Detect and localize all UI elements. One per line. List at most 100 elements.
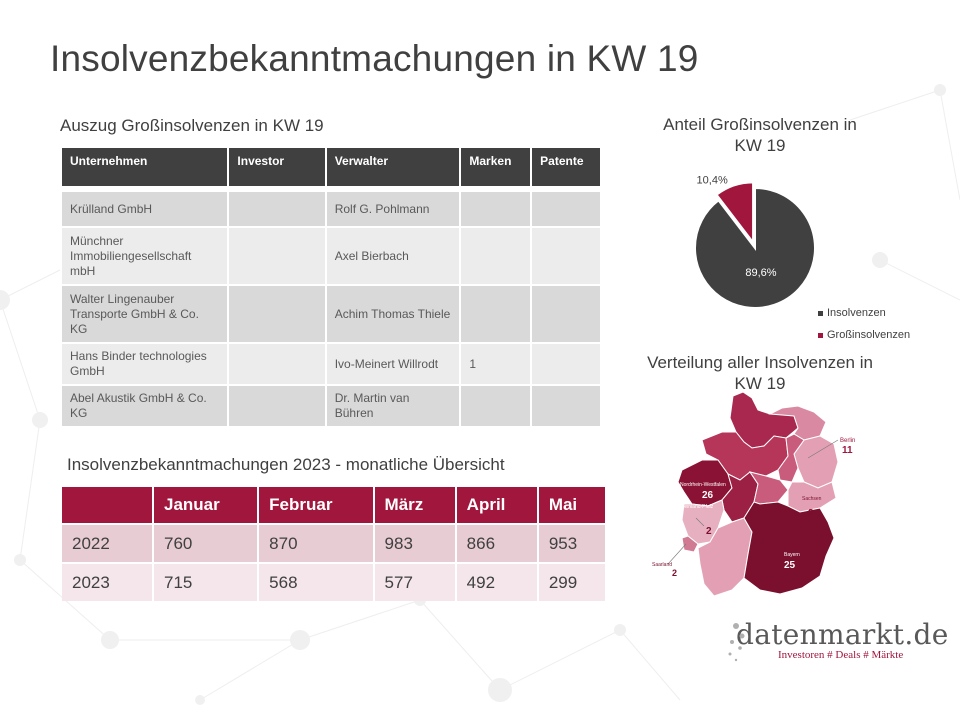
companies-table-title: Auszug Großinsolvenzen in KW 19: [60, 116, 324, 135]
cell-value: 568: [258, 562, 375, 601]
logo-tagline: Investoren # Deals # Märkte: [778, 649, 904, 661]
monthly-header-row: Januar Februar März April Mai: [62, 487, 608, 524]
map-label-saarland-value: 2: [672, 568, 677, 578]
legend-label-grossinsolvenzen: Großinsolvenzen: [827, 329, 911, 341]
cell-administrator: Axel Bierbach: [326, 228, 460, 286]
pie-chart-title: Anteil Großinsolvenzen in KW 19: [663, 115, 857, 155]
header-mai: Mai: [537, 487, 608, 524]
cell-administrator: Ivo-Meinert Willrodt: [326, 344, 460, 386]
germany-map: Berlin 11 Nordrhein-Westfalen 26 Sachsen…: [652, 391, 855, 597]
page-title: Insolvenzbekanntmachungen in KW 19: [50, 38, 699, 79]
header-verwalter: Verwalter: [326, 148, 460, 186]
rlp-leader-line: [695, 517, 705, 527]
region-sachsen: [787, 481, 837, 513]
pie-slice-großinsolvenzen: [715, 181, 755, 246]
table-row: Münchner Immobiliengesellschaft mbH Axel…: [62, 228, 600, 286]
cell-company: Krülland GmbH: [62, 192, 228, 228]
cell-company: Abel Akustik GmbH & Co. KG: [62, 386, 228, 428]
cell-patents: [532, 386, 600, 428]
cell-patents: [532, 192, 600, 228]
map-label-sachsen-name: Sachsen: [802, 496, 822, 502]
cell-company: Münchner Immobiliengesellschaft mbH: [62, 228, 228, 286]
header-marken: Marken: [461, 148, 531, 186]
cell-brands: [461, 192, 531, 228]
table-row: Abel Akustik GmbH & Co. KG Dr. Martin va…: [62, 386, 600, 428]
header-maerz: März: [373, 487, 457, 524]
table-row: Krülland GmbH Rolf G. Pohlmann: [62, 192, 600, 228]
cell-brands: 1: [461, 344, 531, 386]
cell-value: 299: [537, 562, 608, 601]
cell-value: 870: [258, 523, 375, 563]
map-title: Verteilung aller Insolvenzen in KW 19: [647, 353, 873, 393]
map-label-rlp-name: Rheinland-Pfalz: [678, 504, 714, 510]
cell-brands: [461, 286, 531, 344]
region-bayern: [743, 501, 835, 595]
logo-text: datenmarkt.de: [736, 618, 949, 651]
cell-investor: [229, 286, 325, 344]
region-saarland: [681, 535, 699, 553]
cell-patents: [532, 344, 600, 386]
header-april: April: [455, 487, 539, 524]
legend-label-insolvenzen: Insolvenzen: [827, 307, 886, 319]
header-patente: Patente: [532, 148, 600, 186]
legend-item-insolvenzen: Insolvenzen: [818, 302, 910, 324]
cell-brands: [461, 386, 531, 428]
cell-company: Hans Binder technologies GmbH: [62, 344, 228, 386]
header-unternehmen: Unternehmen: [62, 148, 228, 186]
monthly-table: Januar Februar März April Mai 2022 760 8…: [62, 487, 608, 601]
cell-year: 2023: [62, 562, 154, 601]
map-label-berlin-value: 11: [842, 445, 853, 456]
pie-legend: Insolvenzen Großinsolvenzen: [818, 302, 910, 346]
pie-label-insolvenzen: 89,6%: [745, 267, 776, 279]
cell-value: 577: [373, 562, 457, 601]
cell-investor: [229, 344, 325, 386]
cell-administrator: Rolf G. Pohlmann: [326, 192, 460, 228]
header-februar: Februar: [258, 487, 375, 524]
cell-value: 953: [537, 523, 608, 563]
pie-label-großinsolvenzen: 10,4%: [697, 175, 728, 187]
map-label-nrw-value: 26: [702, 490, 714, 501]
region-sachsen-anhalt: [777, 433, 805, 483]
table-row: 2022 760 870 983 866 953: [62, 523, 608, 563]
cell-value: 492: [455, 562, 539, 601]
companies-header-row: Unternehmen Investor Verwalter Marken Pa…: [62, 148, 600, 186]
cell-value: 866: [455, 523, 539, 563]
cell-year: 2022: [62, 523, 154, 563]
legend-swatch-grossinsolvenzen: [818, 332, 823, 338]
table-row: Hans Binder technologies GmbH Ivo-Meiner…: [62, 344, 600, 386]
cell-administrator: Dr. Martin van Bühren: [326, 386, 460, 428]
cell-value: 715: [153, 562, 260, 601]
legend-swatch-insolvenzen: [818, 310, 823, 316]
map-label-nrw-name: Nordrhein-Westfalen: [680, 482, 726, 488]
map-label-bayern-name: Bayern: [784, 552, 800, 558]
header-investor: Investor: [229, 148, 325, 186]
logo-dots-graphic: [728, 623, 745, 662]
cell-brands: [461, 228, 531, 286]
monthly-table-title: Insolvenzbekanntmachungen 2023 - monatli…: [67, 455, 505, 474]
legend-item-grossinsolvenzen: Großinsolvenzen: [818, 324, 910, 346]
pie-chart: 10,4% 89,6%: [694, 175, 816, 309]
saarland-leader-line: [667, 543, 687, 565]
table-row: 2023 715 568 577 492 299: [62, 562, 608, 601]
header-year: [62, 487, 154, 524]
cell-patents: [532, 228, 600, 286]
cell-patents: [532, 286, 600, 344]
cell-investor: [229, 192, 325, 228]
map-label-sachsen-value: 2: [808, 508, 814, 519]
header-januar: Januar: [153, 487, 260, 524]
map-label-rlp-value: 2: [706, 526, 712, 537]
table-row: Walter Lingenauber Transporte GmbH & Co.…: [62, 286, 600, 344]
pie-slice-insolvenzen: [694, 186, 816, 309]
map-label-saarland-name: Saarland: [652, 562, 672, 568]
map-label-berlin-name: Berlin: [840, 438, 855, 444]
companies-table: Unternehmen Investor Verwalter Marken Pa…: [60, 148, 602, 428]
cell-investor: [229, 228, 325, 286]
cell-company: Walter Lingenauber Transporte GmbH & Co.…: [62, 286, 228, 344]
cell-value: 760: [153, 523, 260, 563]
cell-value: 983: [373, 523, 457, 563]
cell-investor: [229, 386, 325, 428]
map-label-bayern-value: 25: [784, 560, 796, 571]
berlin-leader-line: [807, 439, 839, 459]
cell-administrator: Achim Thomas Thiele: [326, 286, 460, 344]
